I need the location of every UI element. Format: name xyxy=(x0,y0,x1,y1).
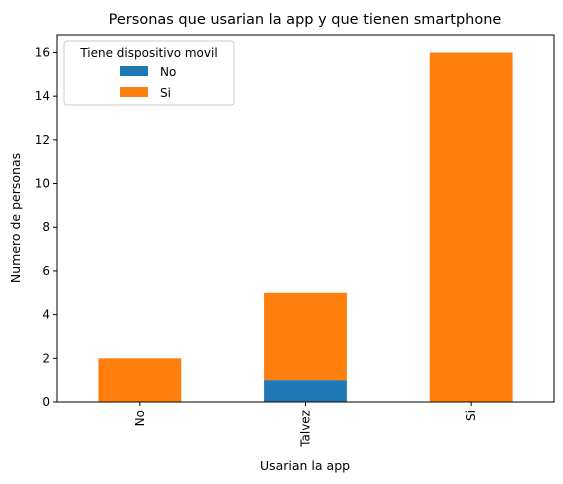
bars-layer xyxy=(98,52,513,402)
y-axis: 0 2 4 6 8 10 12 14 16 xyxy=(35,45,57,409)
legend-label-si: Si xyxy=(160,86,171,100)
y-axis-label: Numero de personas xyxy=(8,153,23,283)
y-tick-label: 4 xyxy=(42,308,50,322)
legend-box xyxy=(63,40,235,106)
bar-si-series-si xyxy=(429,52,513,402)
bar-talvez-series-si xyxy=(264,292,347,381)
y-tick-label: 10 xyxy=(35,177,50,191)
chart-title: Personas que usarian la app y que tienen… xyxy=(109,12,502,28)
legend-swatch-si xyxy=(120,87,148,97)
legend-title: Tiene dispositivo movil xyxy=(79,46,217,60)
x-tick-label-si: Si xyxy=(464,410,478,421)
y-tick-label: 8 xyxy=(42,220,50,234)
bar-talvez-series-no xyxy=(264,380,347,402)
x-tick-label-talvez: Talvez xyxy=(299,410,313,448)
plot-frame xyxy=(56,34,555,403)
x-tick-label-no: No xyxy=(133,410,147,426)
y-tick-label: 0 xyxy=(42,395,50,409)
bar-no-series-si xyxy=(98,358,182,402)
y-tick-label: 16 xyxy=(35,45,50,59)
y-tick-label: 6 xyxy=(42,264,50,278)
legend: Tiene dispositivo movil No Si xyxy=(63,40,235,106)
x-axis: No Talvez Si xyxy=(133,402,478,448)
legend-label-no: No xyxy=(160,65,176,79)
y-tick-label: 14 xyxy=(35,89,50,103)
legend-swatch-no xyxy=(120,66,148,76)
x-axis-label: Usarian la app xyxy=(260,458,350,473)
y-tick-label: 2 xyxy=(42,351,50,365)
y-tick-label: 12 xyxy=(35,133,50,147)
